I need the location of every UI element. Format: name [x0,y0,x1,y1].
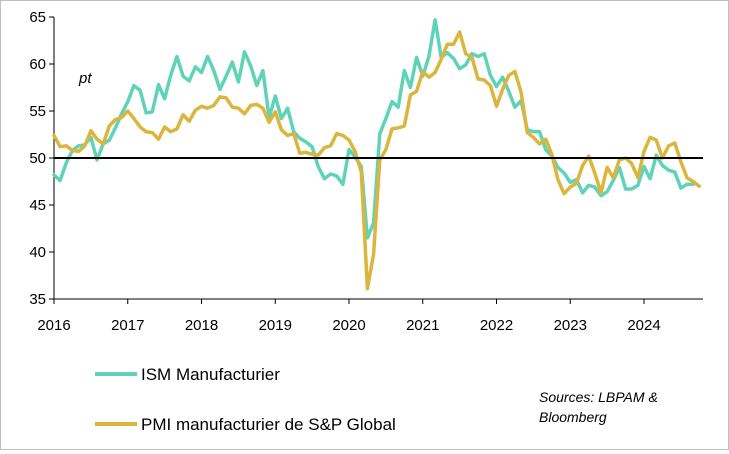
unit-label: pt [78,70,92,87]
x-tick-label: 2016 [37,317,70,334]
y-tick-label: 55 [29,103,46,120]
y-tick-label: 65 [29,9,46,26]
legend-label-pmi: PMI manufacturier de S&P Global [141,415,396,434]
legend-label-ism: ISM Manufacturier [141,365,280,384]
x-tick-label: 2018 [185,317,218,334]
x-tick-label: 2024 [627,317,660,334]
x-tick-label: 2021 [406,317,439,334]
x-tick-label: 2019 [259,317,292,334]
y-tick-label: 45 [29,197,46,214]
y-tick-label: 40 [29,244,46,261]
source-line-2: Bloomberg [539,409,607,425]
y-tick-label: 50 [29,150,46,167]
x-tick-label: 2017 [111,317,144,334]
y-tick-label: 60 [29,56,46,73]
series-layer [52,18,703,291]
series-line-ism [52,18,695,240]
x-tick-label: 2023 [554,317,587,334]
axis-layer: 35 40 45 50 55 60 65 2016 2017 2018 2019 2020 2021 20… [29,9,703,334]
source-line-1: Sources: LBPAM & [539,389,658,405]
y-tick-label: 35 [29,291,46,308]
x-tick-label: 2020 [332,317,365,334]
legend: ISM Manufacturier PMI manufacturier de S… [95,365,396,434]
series-line-pmi [52,30,702,291]
source-note: Sources: LBPAM & Bloomberg [539,389,658,425]
x-tick-label: 2022 [480,317,513,334]
